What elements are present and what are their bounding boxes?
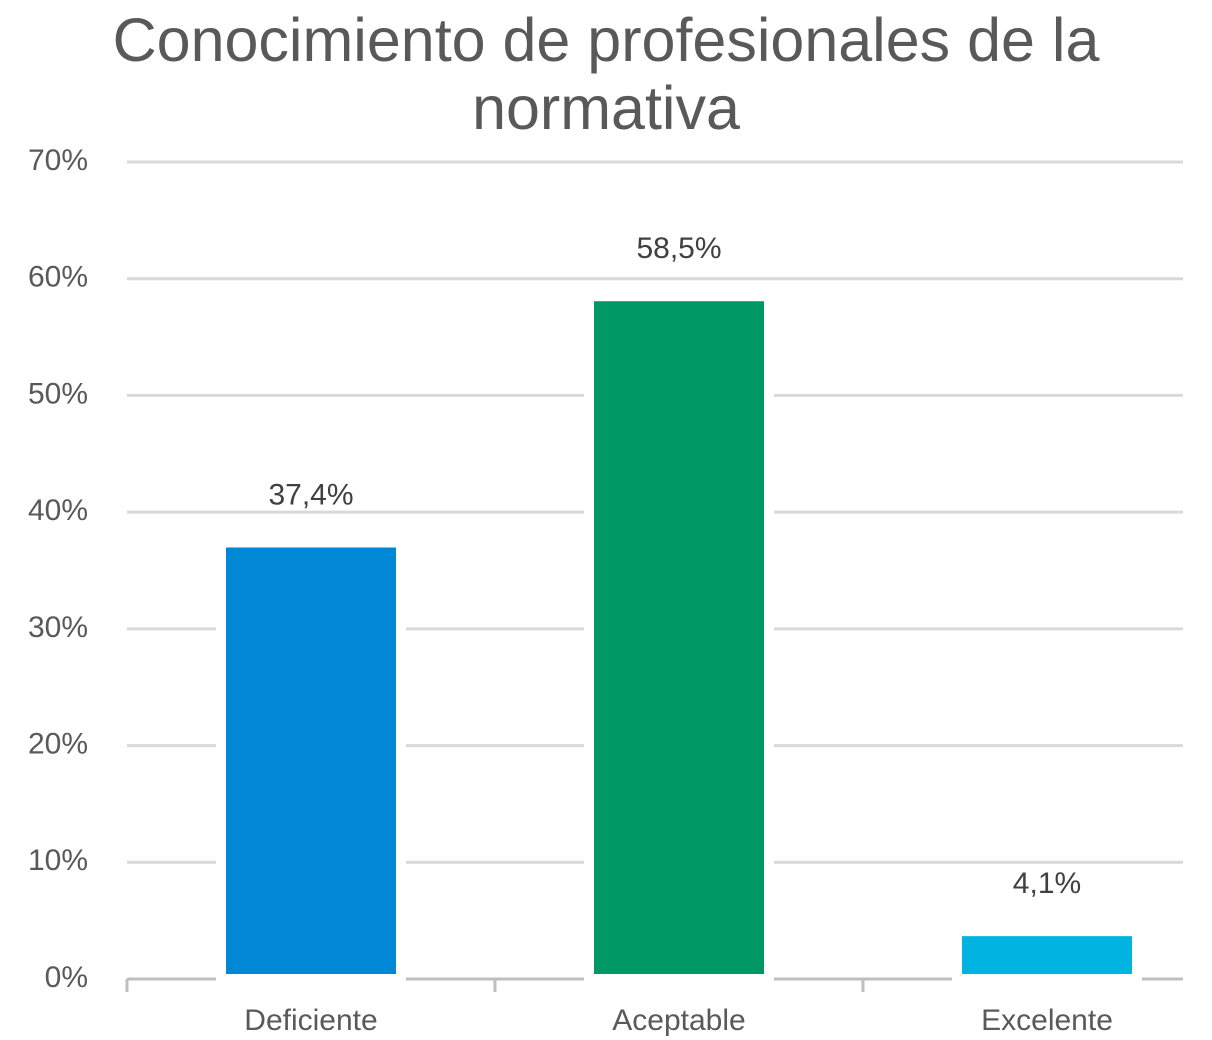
y-tick-label: 10% [28, 844, 88, 877]
value-label: 37,4% [268, 478, 353, 511]
value-label: 58,5% [636, 232, 721, 265]
value-label: 4,1% [1013, 867, 1081, 900]
y-tick-label: 50% [28, 377, 88, 410]
x-tick-label: Aceptable [612, 1004, 745, 1037]
y-tick-label: 20% [28, 727, 88, 760]
y-tick-label: 60% [28, 261, 88, 294]
bar [216, 537, 406, 984]
y-tick-label: 70% [28, 144, 88, 177]
x-tick-label: Excelente [981, 1004, 1113, 1037]
bar [584, 291, 774, 984]
x-tick-label: Deficiente [244, 1004, 377, 1037]
y-tick-label: 40% [28, 494, 88, 527]
bar [952, 926, 1142, 985]
y-tick-label: 0% [45, 961, 88, 994]
chart-title: Conocimiento de profesionales de la norm… [112, 6, 1100, 142]
y-tick-label: 30% [28, 611, 88, 644]
